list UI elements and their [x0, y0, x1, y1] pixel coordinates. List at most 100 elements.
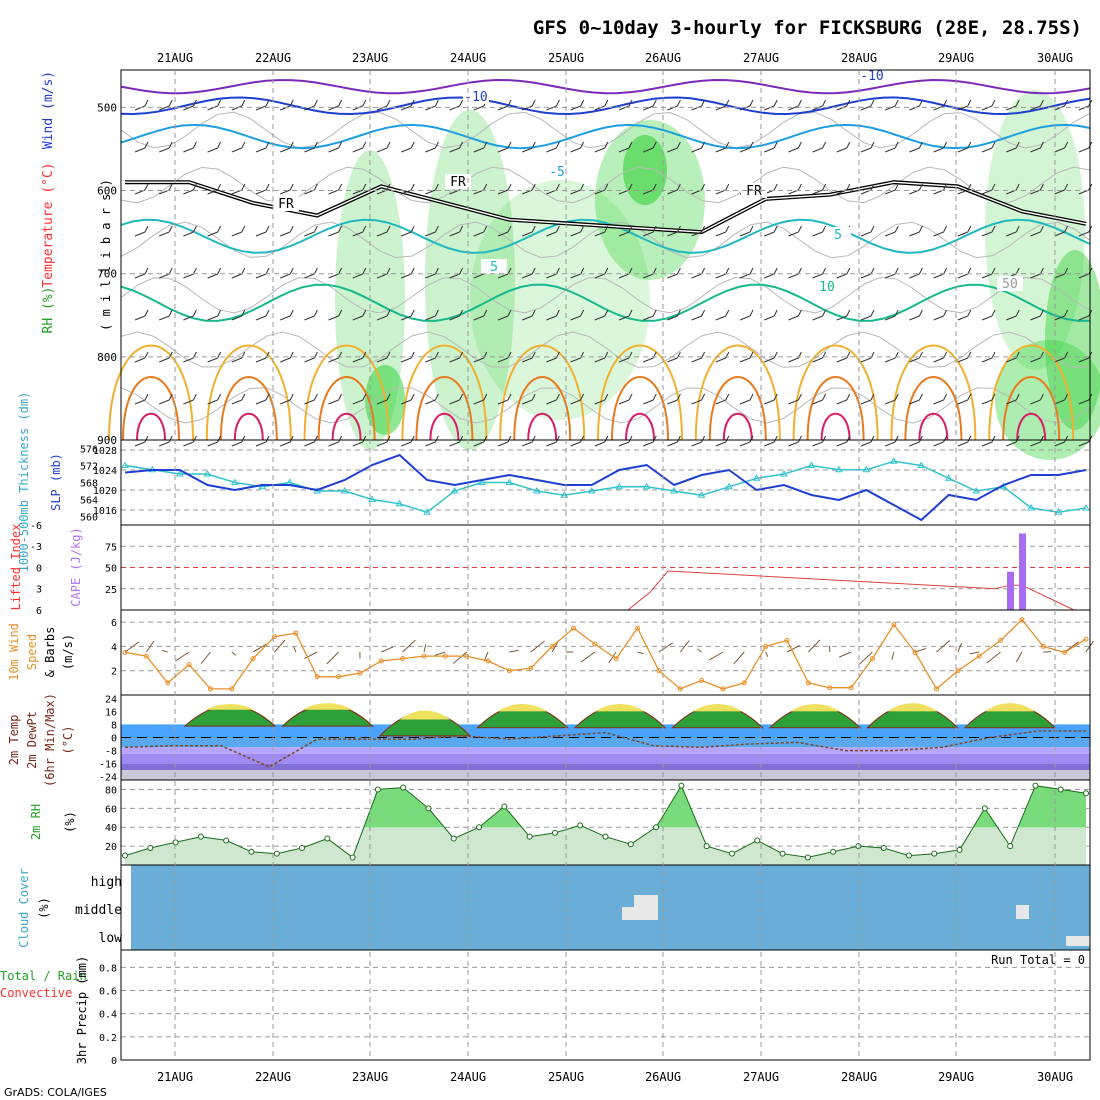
surface-wind-barb	[786, 644, 801, 653]
wind-barb	[183, 435, 197, 447]
surface-wind-barb	[608, 651, 617, 664]
wind-barb	[691, 225, 706, 237]
wind-barb	[304, 267, 318, 279]
wind-barb	[352, 99, 367, 111]
surface-temperature-lobe	[303, 344, 390, 441]
wind-barb	[159, 99, 173, 111]
thickness-axis-label: 1000-500mb Thickness (dm)	[17, 392, 31, 573]
wind-barb	[183, 183, 197, 195]
wind-barb	[812, 99, 827, 111]
temperature-tick-label: -16	[99, 760, 117, 771]
wind-barb	[376, 435, 391, 447]
surface-wind-barb	[326, 651, 339, 665]
wind-barb	[764, 141, 778, 153]
wind-barb	[957, 225, 972, 237]
day-gridlines	[174, 70, 1056, 1060]
wind-speed-marker	[635, 625, 641, 631]
wind-barb	[957, 393, 972, 405]
wind-barb	[570, 309, 585, 321]
wind-speed-marker	[656, 668, 662, 674]
thickness-marker	[862, 465, 871, 473]
day-label-bottom: 24AUG	[450, 1070, 486, 1084]
wind-barb	[570, 183, 585, 195]
rh-shading	[995, 340, 1100, 460]
wind-barb	[860, 435, 875, 447]
wind-barb	[207, 99, 222, 111]
wind-barb	[594, 99, 609, 111]
wind-barb	[764, 99, 778, 111]
wind-barb	[159, 435, 173, 447]
wind-barb	[376, 393, 391, 405]
wind-barb	[739, 99, 754, 111]
cape-bar	[1019, 533, 1026, 610]
wind-barb	[134, 435, 149, 447]
rh-marker	[678, 782, 685, 789]
surface-wind-barb	[839, 651, 852, 658]
wind-barb	[280, 225, 294, 237]
rh-marker	[172, 839, 179, 846]
temperature-band	[121, 753, 1090, 764]
lifted-index-tick-label: 0	[36, 563, 42, 574]
wind-speed-marker	[613, 656, 619, 662]
cloud-gap	[622, 907, 634, 920]
rh-marker	[273, 850, 280, 857]
surface-wind-barb	[274, 639, 286, 653]
day-label-bottom: 22AUG	[255, 1070, 291, 1084]
rh-marker	[804, 854, 811, 861]
surface-wind-barb	[145, 640, 155, 653]
wind-barb	[328, 309, 343, 321]
surface-temperature-lobe	[136, 412, 166, 441]
wind-barb	[231, 435, 246, 447]
wind-barb	[739, 435, 754, 447]
wind-barb	[764, 267, 778, 279]
wind-barb	[618, 435, 633, 447]
wind-barb	[691, 309, 706, 321]
wind-barb	[691, 267, 706, 279]
surface-wind-barb	[174, 651, 190, 662]
pressure-tick-label: 600	[97, 185, 117, 198]
wind-barb	[933, 141, 948, 153]
wind-barb	[352, 309, 367, 321]
rh-marker	[880, 845, 887, 851]
thickness-marker	[780, 470, 788, 477]
thickness-marker	[889, 457, 898, 464]
wind-barb	[376, 225, 391, 237]
cloud-gap	[1016, 905, 1029, 919]
wind-speed-marker	[720, 686, 726, 692]
wind-barb	[667, 351, 681, 363]
wind-barb	[643, 309, 657, 321]
lifted-index-tick-label: 3	[36, 585, 42, 596]
thickness-marker	[368, 495, 376, 502]
temperature-band	[121, 763, 1090, 771]
wind-barb	[231, 267, 246, 279]
wind-barb	[1054, 141, 1069, 153]
contour-label-bg	[544, 164, 570, 179]
temperature-peak	[985, 703, 1035, 712]
wind-barb	[981, 393, 996, 405]
wind-barb	[570, 225, 585, 237]
rh-axis-label: 2m RH	[29, 804, 43, 840]
wind-barb	[594, 351, 609, 363]
wind-barb	[449, 435, 464, 447]
thickness-marker	[450, 487, 459, 494]
wind-speed-marker	[549, 643, 555, 649]
surface-wind-barb	[124, 641, 140, 653]
wind-barb	[909, 309, 923, 321]
slp-tick-label: 1016	[93, 506, 117, 517]
day-label-top: 24AUG	[450, 51, 486, 65]
wind-barb	[836, 141, 851, 153]
upper-air-units-label: ( m i l l i b a r s )	[99, 179, 113, 331]
wind-barb	[909, 435, 923, 447]
wind-speed-marker	[421, 653, 427, 659]
surface-wind-barb	[200, 651, 211, 664]
wind-barb	[981, 183, 996, 195]
wind-barb	[981, 309, 996, 321]
rh-shading	[470, 180, 650, 420]
contour-label-bg	[463, 89, 489, 104]
contour-label-bg	[814, 279, 840, 294]
surface-temperature-lobe	[722, 412, 753, 441]
surface-wind-barb	[231, 651, 237, 656]
thickness-marker	[972, 487, 981, 494]
wind-barb	[183, 309, 197, 321]
wind-barb	[255, 141, 270, 153]
